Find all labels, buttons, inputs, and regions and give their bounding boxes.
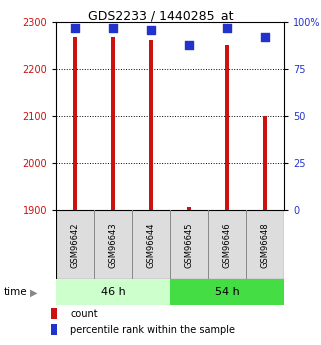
Point bbox=[263, 35, 268, 40]
Text: GSM96644: GSM96644 bbox=[147, 222, 156, 268]
Text: 54 h: 54 h bbox=[215, 287, 239, 297]
Text: ▶: ▶ bbox=[30, 287, 37, 297]
Bar bbox=[111, 37, 116, 210]
Text: GSM96646: GSM96646 bbox=[222, 222, 232, 268]
Bar bbox=[56, 279, 170, 305]
Text: GSM96643: GSM96643 bbox=[108, 222, 118, 268]
Text: GSM96642: GSM96642 bbox=[71, 222, 80, 268]
Text: GDS2233 / 1440285_at: GDS2233 / 1440285_at bbox=[88, 9, 233, 22]
Text: count: count bbox=[70, 308, 98, 318]
Point bbox=[73, 25, 78, 31]
Bar bbox=[170, 279, 284, 305]
Point bbox=[224, 25, 230, 31]
Bar bbox=[263, 116, 267, 210]
Text: 46 h: 46 h bbox=[101, 287, 126, 297]
Point bbox=[110, 25, 116, 31]
Bar bbox=[187, 207, 191, 210]
Text: GSM96648: GSM96648 bbox=[261, 222, 270, 268]
Bar bbox=[73, 37, 77, 210]
Bar bbox=[51, 324, 57, 335]
Text: GSM96645: GSM96645 bbox=[185, 222, 194, 268]
Bar bbox=[51, 308, 57, 319]
Bar bbox=[149, 40, 153, 210]
Point bbox=[187, 42, 192, 48]
Point bbox=[149, 27, 154, 33]
Bar bbox=[225, 45, 230, 210]
Text: time: time bbox=[3, 287, 27, 297]
Text: percentile rank within the sample: percentile rank within the sample bbox=[70, 325, 235, 335]
